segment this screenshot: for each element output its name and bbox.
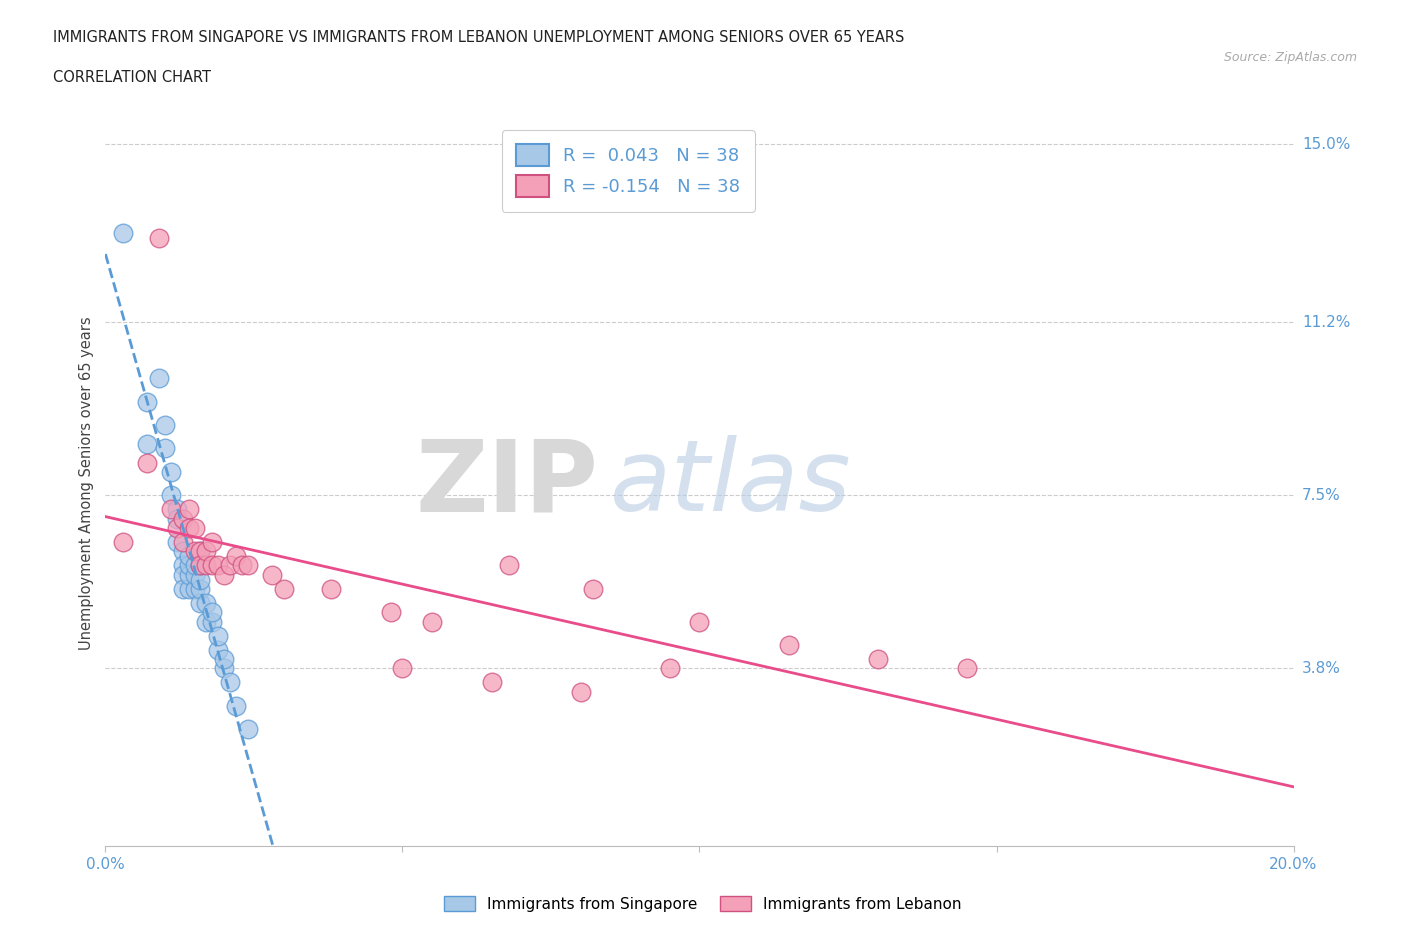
Point: [380, 604, 402, 619]
Text: 3.8%: 3.8%: [1302, 661, 1341, 676]
Text: CORRELATION CHART: CORRELATION CHART: [53, 70, 211, 85]
Point: [658, 661, 681, 676]
Point: [420, 614, 443, 629]
Point: [159, 502, 181, 517]
Point: [321, 581, 343, 596]
Point: [195, 558, 218, 573]
Point: [481, 675, 503, 690]
Point: [214, 652, 236, 667]
Point: [166, 502, 188, 517]
Point: [177, 549, 200, 564]
Point: [166, 521, 188, 536]
Point: [177, 558, 200, 573]
Point: [148, 371, 170, 386]
Point: [159, 488, 181, 503]
Point: [190, 581, 212, 596]
Point: [183, 521, 205, 536]
Point: [219, 675, 242, 690]
Point: [231, 558, 253, 573]
Point: [236, 558, 259, 573]
Text: 7.5%: 7.5%: [1302, 488, 1340, 503]
Point: [207, 643, 229, 658]
Point: [214, 567, 236, 582]
Point: [183, 558, 205, 573]
Point: [136, 455, 159, 470]
Point: [190, 595, 212, 610]
Legend: Immigrants from Singapore, Immigrants from Lebanon: Immigrants from Singapore, Immigrants fr…: [439, 889, 967, 918]
Point: [112, 535, 135, 550]
Point: [581, 581, 603, 596]
Point: [195, 595, 218, 610]
Y-axis label: Unemployment Among Seniors over 65 years: Unemployment Among Seniors over 65 years: [79, 317, 94, 650]
Point: [190, 558, 212, 573]
Point: [177, 567, 200, 582]
Point: [172, 535, 194, 550]
Text: 15.0%: 15.0%: [1302, 137, 1350, 152]
Point: [391, 661, 413, 676]
Point: [172, 567, 194, 582]
Point: [190, 544, 212, 559]
Point: [195, 544, 218, 559]
Point: [236, 722, 259, 737]
Point: [177, 521, 200, 536]
Point: [159, 464, 181, 479]
Point: [153, 441, 176, 456]
Point: [207, 629, 229, 644]
Point: [166, 512, 188, 526]
Point: [172, 544, 194, 559]
Point: [166, 535, 188, 550]
Point: [225, 549, 247, 564]
Point: [866, 652, 889, 667]
Point: [201, 558, 224, 573]
Point: [172, 581, 194, 596]
Point: [190, 544, 212, 559]
Point: [172, 558, 194, 573]
Legend: R =  0.043   N = 38, R = -0.154   N = 38: R = 0.043 N = 38, R = -0.154 N = 38: [502, 130, 755, 212]
Point: [225, 698, 247, 713]
Text: ZIP: ZIP: [416, 435, 599, 532]
Text: atlas: atlas: [610, 435, 852, 532]
Point: [207, 558, 229, 573]
Point: [778, 638, 800, 653]
Point: [112, 226, 135, 241]
Point: [498, 558, 520, 573]
Point: [190, 572, 212, 587]
Point: [956, 661, 979, 676]
Text: IMMIGRANTS FROM SINGAPORE VS IMMIGRANTS FROM LEBANON UNEMPLOYMENT AMONG SENIORS : IMMIGRANTS FROM SINGAPORE VS IMMIGRANTS …: [53, 30, 905, 45]
Point: [183, 581, 205, 596]
Point: [201, 535, 224, 550]
Point: [148, 231, 170, 246]
Point: [153, 418, 176, 432]
Point: [177, 502, 200, 517]
Point: [214, 661, 236, 676]
Point: [183, 544, 205, 559]
Point: [260, 567, 283, 582]
Point: [201, 604, 224, 619]
Point: [136, 436, 159, 451]
Point: [689, 614, 711, 629]
Point: [273, 581, 295, 596]
Point: [172, 512, 194, 526]
Point: [219, 558, 242, 573]
Text: 11.2%: 11.2%: [1302, 314, 1350, 329]
Point: [201, 614, 224, 629]
Point: [183, 567, 205, 582]
Point: [177, 581, 200, 596]
Point: [195, 614, 218, 629]
Point: [569, 684, 592, 699]
Text: Source: ZipAtlas.com: Source: ZipAtlas.com: [1223, 51, 1357, 64]
Point: [136, 394, 159, 409]
Point: [190, 558, 212, 573]
